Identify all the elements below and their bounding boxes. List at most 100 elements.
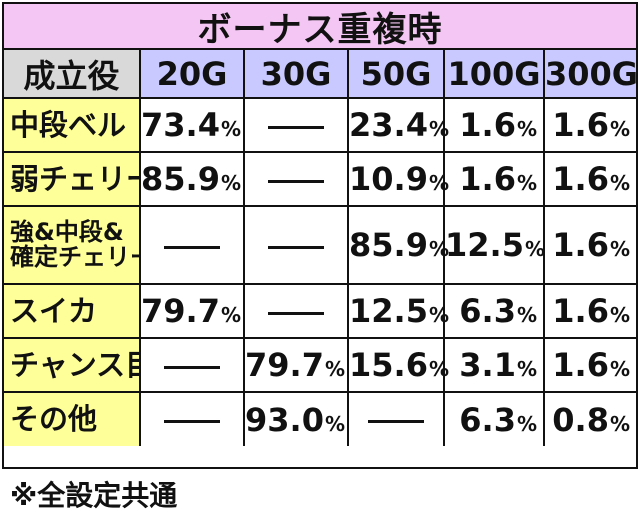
value-cell: 12.5% (347, 283, 449, 339)
bonus-overlap-table: 成立役 20G 30G 50G 100G 300G 中段ベル 73.4% 23.4%… (4, 50, 638, 446)
header-col-20g: 20G (139, 50, 245, 99)
value-cell: 1.6% (443, 151, 545, 207)
value-cell (139, 391, 245, 446)
value-number: 0.8 (552, 400, 609, 439)
value-cell: 0.8% (543, 391, 636, 446)
header-label: 成立役 (4, 50, 141, 99)
value-unit: % (524, 237, 545, 261)
row-label-line: スイカ (10, 293, 98, 328)
value-cell: 1.6% (543, 97, 636, 153)
table-title: ボーナス重複時 (4, 4, 636, 50)
row-label-line: その他 (10, 402, 98, 437)
dash-mark (164, 365, 220, 369)
value-number: 93.0 (245, 400, 324, 439)
row-label-line: 強&中段& (10, 217, 124, 246)
value-number: 73.4 (141, 106, 220, 144)
value-number: 15.6 (349, 346, 428, 384)
value-unit: % (324, 357, 345, 381)
value-number: 85.9 (141, 160, 220, 198)
dash-mark (164, 420, 220, 423)
dash-mark (268, 245, 324, 249)
bonus-overlap-table-frame: ボーナス重複時 成立役 20G 30G 50G 100G 300G 中段ベル 73… (2, 2, 638, 469)
table-row: その他 93.0% 6.3% 0.8% (4, 391, 636, 446)
value-cell: 3.1% (443, 337, 545, 393)
value-number: 1.6 (552, 160, 609, 198)
value-cell: 79.7% (139, 283, 245, 339)
value-cell: 6.3% (443, 283, 545, 339)
row-label-line: 弱チェリー (10, 161, 138, 196)
value-cell: 93.0% (243, 391, 349, 446)
value-unit: % (324, 411, 345, 436)
dash-mark (268, 311, 324, 315)
value-cell: 1.6% (543, 151, 636, 207)
table-row: 中段ベル 73.4% 23.4% 1.6% 1.6% (4, 97, 636, 153)
value-cell: 79.7% (243, 337, 349, 393)
value-number: 23.4 (349, 106, 428, 144)
value-number: 6.3 (459, 292, 516, 330)
value-number: 1.6 (552, 226, 609, 264)
dash-mark (268, 125, 324, 129)
table-row: 弱チェリー85.9%10.9%1.6%1.6% (4, 151, 636, 207)
value-cell: 1.6% (443, 97, 545, 153)
value-unit: % (609, 357, 630, 381)
row-label-line: チャンス目 (10, 347, 140, 382)
header-col-30g: 30G (243, 50, 349, 99)
value-unit: % (428, 237, 449, 261)
value-unit: % (428, 303, 449, 327)
value-number: 6.3 (459, 400, 516, 439)
dash-mark (164, 245, 220, 249)
header-row: 成立役 20G 30G 50G 100G 300G (4, 50, 638, 99)
value-unit: % (220, 171, 241, 195)
value-cell: 85.9% (347, 205, 449, 285)
value-unit: % (609, 171, 630, 195)
value-cell: 1.6% (543, 205, 636, 285)
value-unit: % (428, 357, 449, 381)
value-number: 1.6 (552, 346, 609, 384)
value-number: 1.6 (552, 292, 609, 330)
value-cell (347, 391, 445, 446)
value-cell (243, 97, 349, 153)
value-cell: 15.6% (347, 337, 449, 393)
value-unit: % (516, 303, 537, 327)
value-unit: % (609, 303, 630, 327)
value-unit: % (609, 117, 630, 141)
value-cell (243, 205, 349, 285)
footnote: ※全設定共通 (10, 479, 178, 512)
dash-mark (268, 179, 324, 183)
value-cell (243, 283, 349, 339)
value-cell: 1.6% (543, 283, 636, 339)
header-col-300g: 300G (543, 50, 638, 99)
row-label: スイカ (4, 283, 141, 339)
value-unit: % (220, 303, 241, 327)
value-unit: % (428, 171, 449, 195)
value-cell: 23.4% (347, 97, 449, 153)
value-cell: 1.6% (543, 337, 636, 393)
row-label: 強&中段& 確定チェリー (4, 205, 141, 285)
header-col-50g: 50G (347, 50, 445, 99)
value-cell (139, 205, 245, 285)
value-number: 85.9 (349, 226, 428, 264)
value-cell: 73.4% (139, 97, 245, 153)
value-number: 1.6 (552, 106, 609, 144)
value-cell: 85.9% (139, 151, 245, 207)
value-unit: % (516, 117, 537, 141)
value-unit: % (516, 171, 537, 195)
value-unit: % (220, 117, 241, 141)
value-cell (139, 337, 245, 393)
value-unit: % (609, 411, 630, 436)
dash-mark (368, 420, 424, 423)
value-unit: % (609, 237, 630, 261)
row-label: その他 (4, 391, 141, 446)
value-unit: % (516, 411, 537, 436)
table-row: チャンス目 79.7% 15.6% 3.1% 1.6% (4, 337, 636, 393)
value-unit: % (428, 117, 449, 141)
value-number: 10.9 (349, 160, 428, 198)
value-cell: 6.3% (443, 391, 545, 446)
value-number: 1.6 (459, 106, 516, 144)
value-number: 12.5 (445, 226, 524, 264)
table-row: 強&中段& 確定チェリー 85.9% 12.5% 1.6% (4, 205, 636, 285)
value-number: 79.7 (141, 292, 220, 330)
table-row: スイカ 79.7% 12.5% 6.3% 1.6% (4, 283, 636, 339)
value-number: 3.1 (459, 346, 516, 384)
value-number: 1.6 (459, 160, 516, 198)
